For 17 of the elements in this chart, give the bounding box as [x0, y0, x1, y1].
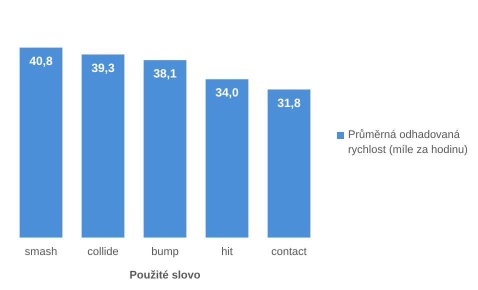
data-label: 39,3: [91, 60, 115, 75]
bar: [82, 54, 124, 238]
x-tick-label: contact: [271, 246, 307, 258]
x-tick-label: collide: [87, 246, 119, 258]
x-tick-label: smash: [24, 246, 58, 258]
x-axis-title: Použité slovo: [130, 269, 201, 282]
x-tick-label: bump: [151, 246, 179, 258]
bar: [206, 79, 248, 238]
data-label: 38,1: [153, 66, 177, 80]
legend-label: Průměrná odhadovaná rychlost (míle za hodinu): [348, 128, 469, 158]
bar: [144, 60, 186, 238]
x-tick-label: hit: [221, 246, 233, 258]
data-label: 31,8: [277, 96, 301, 110]
bar: [268, 89, 310, 238]
data-label: 34,0: [215, 86, 239, 100]
data-label: 40,8: [29, 54, 53, 68]
bar: [20, 48, 62, 238]
